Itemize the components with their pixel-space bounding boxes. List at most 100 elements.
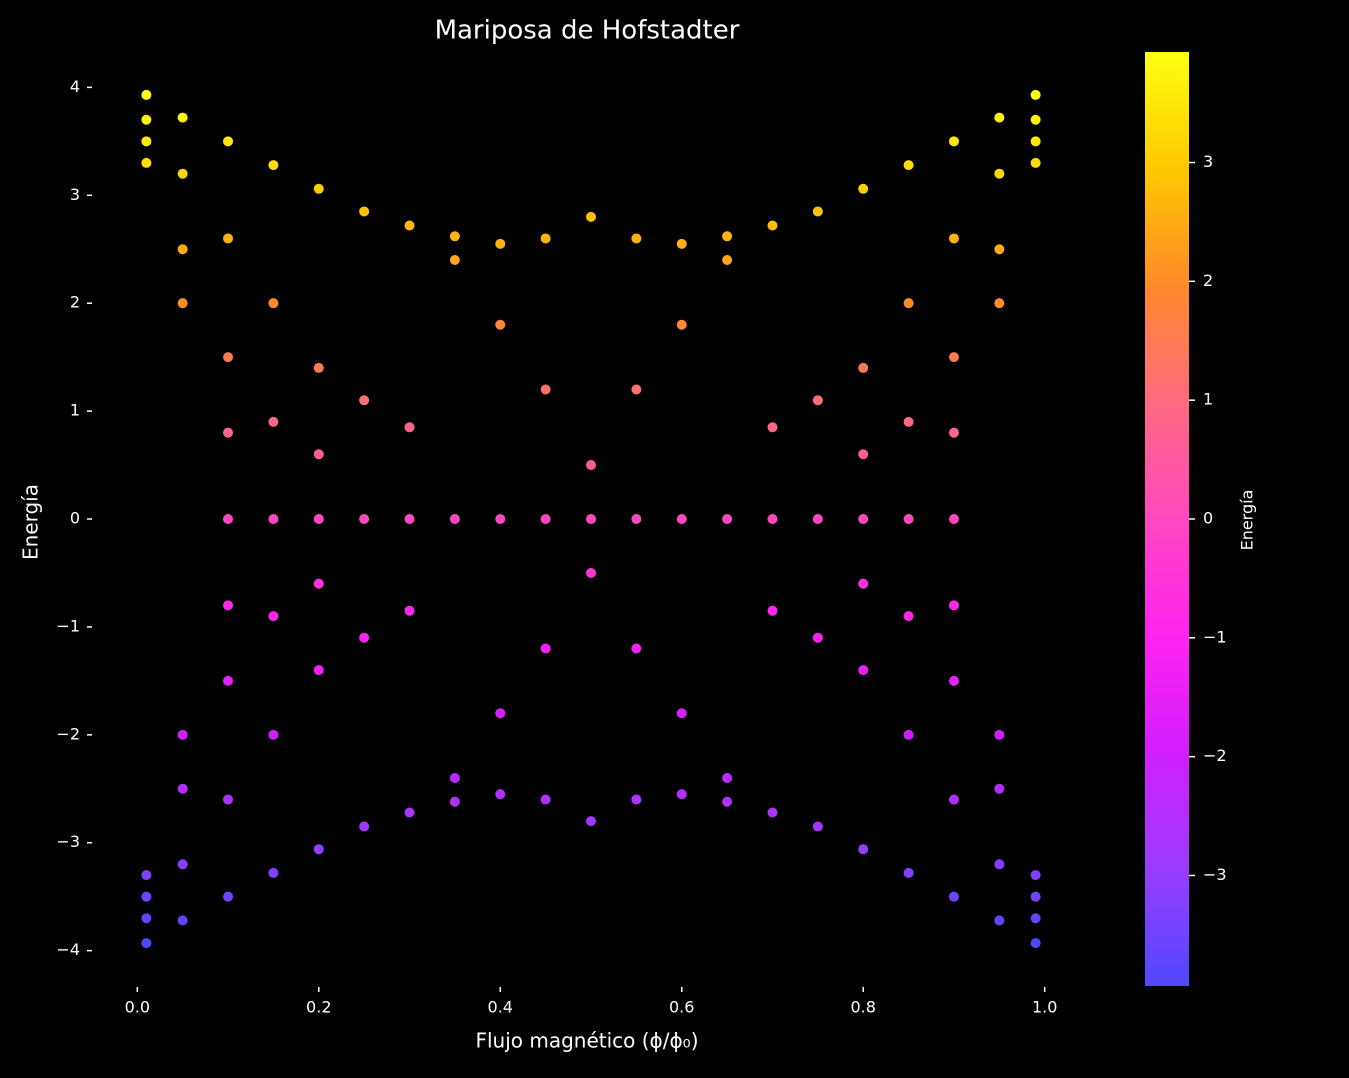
point bbox=[1030, 913, 1041, 924]
point bbox=[948, 427, 959, 438]
x-tick-label: 1.0 bbox=[1032, 998, 1057, 1017]
point bbox=[313, 449, 324, 460]
point bbox=[268, 867, 279, 878]
point bbox=[313, 362, 324, 373]
point bbox=[359, 821, 370, 832]
point bbox=[177, 112, 188, 123]
point bbox=[994, 859, 1005, 870]
point bbox=[141, 114, 152, 125]
point bbox=[903, 160, 914, 171]
point bbox=[767, 422, 778, 433]
point bbox=[223, 600, 234, 611]
point bbox=[586, 567, 596, 578]
point bbox=[495, 319, 506, 330]
point bbox=[1030, 891, 1041, 902]
point bbox=[141, 870, 152, 881]
point bbox=[177, 244, 188, 255]
point bbox=[994, 168, 1005, 179]
point bbox=[540, 794, 551, 805]
point bbox=[141, 938, 152, 949]
point bbox=[141, 913, 152, 924]
colorbar-tick-label: −2 bbox=[1203, 746, 1227, 765]
point bbox=[359, 206, 370, 217]
point bbox=[812, 632, 823, 643]
point bbox=[223, 233, 234, 244]
point bbox=[1030, 157, 1041, 168]
point bbox=[449, 772, 460, 783]
point bbox=[812, 395, 823, 406]
point bbox=[948, 514, 959, 524]
point bbox=[404, 514, 415, 524]
colorbar bbox=[1145, 52, 1189, 986]
point bbox=[141, 89, 152, 100]
point bbox=[268, 514, 279, 524]
point bbox=[177, 729, 188, 740]
x-tick-label: 0.8 bbox=[850, 998, 875, 1017]
point bbox=[948, 600, 959, 611]
y-tick-label: 1 bbox=[70, 401, 80, 420]
point bbox=[631, 794, 642, 805]
point bbox=[177, 783, 188, 794]
point bbox=[903, 298, 914, 309]
point bbox=[948, 675, 959, 686]
point bbox=[141, 136, 152, 147]
point bbox=[767, 514, 778, 524]
point bbox=[177, 298, 188, 309]
x-tick-label: 0.0 bbox=[125, 998, 150, 1017]
point bbox=[404, 220, 415, 231]
point bbox=[676, 789, 687, 800]
chart-title: Mariposa de Hofstadter bbox=[435, 16, 740, 46]
point bbox=[404, 605, 415, 616]
point bbox=[722, 796, 733, 807]
point bbox=[903, 514, 914, 524]
point bbox=[631, 233, 642, 244]
point bbox=[858, 514, 869, 524]
point bbox=[313, 844, 324, 855]
point bbox=[858, 844, 869, 855]
point bbox=[631, 384, 642, 395]
point bbox=[858, 449, 869, 460]
point bbox=[495, 789, 506, 800]
y-tick-label: 0 bbox=[70, 509, 80, 528]
y-tick-label: 2 bbox=[70, 293, 80, 312]
point bbox=[631, 643, 642, 654]
point bbox=[586, 514, 596, 524]
colorbar-tick-label: 1 bbox=[1203, 390, 1213, 409]
x-axis-label: Flujo magnético (ϕ/ϕ₀) bbox=[475, 1029, 698, 1053]
point bbox=[722, 514, 733, 524]
point bbox=[540, 233, 551, 244]
point bbox=[495, 238, 506, 249]
point bbox=[948, 352, 959, 363]
point bbox=[495, 514, 506, 524]
point bbox=[676, 319, 687, 330]
colorbar-tick-label: 2 bbox=[1203, 271, 1213, 290]
point bbox=[177, 859, 188, 870]
point bbox=[858, 665, 869, 676]
point bbox=[495, 708, 506, 719]
y-tick-label: −1 bbox=[56, 616, 80, 635]
point bbox=[313, 514, 324, 524]
point bbox=[359, 514, 370, 524]
point bbox=[948, 136, 959, 147]
point bbox=[812, 821, 823, 832]
point bbox=[767, 605, 778, 616]
x-tick-label: 0.2 bbox=[306, 998, 331, 1017]
point bbox=[313, 183, 324, 194]
colorbar-tick-label: −1 bbox=[1203, 627, 1227, 646]
point bbox=[313, 665, 324, 676]
point bbox=[540, 643, 551, 654]
point bbox=[631, 514, 642, 524]
point bbox=[948, 891, 959, 902]
x-tick-label: 0.6 bbox=[669, 998, 694, 1017]
point bbox=[767, 807, 778, 818]
point bbox=[858, 183, 869, 194]
point bbox=[903, 416, 914, 427]
point bbox=[223, 136, 234, 147]
point bbox=[1030, 938, 1041, 949]
point bbox=[177, 168, 188, 179]
point bbox=[903, 611, 914, 622]
colorbar-label: Energía bbox=[1238, 490, 1257, 551]
point bbox=[676, 708, 687, 719]
point bbox=[586, 211, 596, 222]
